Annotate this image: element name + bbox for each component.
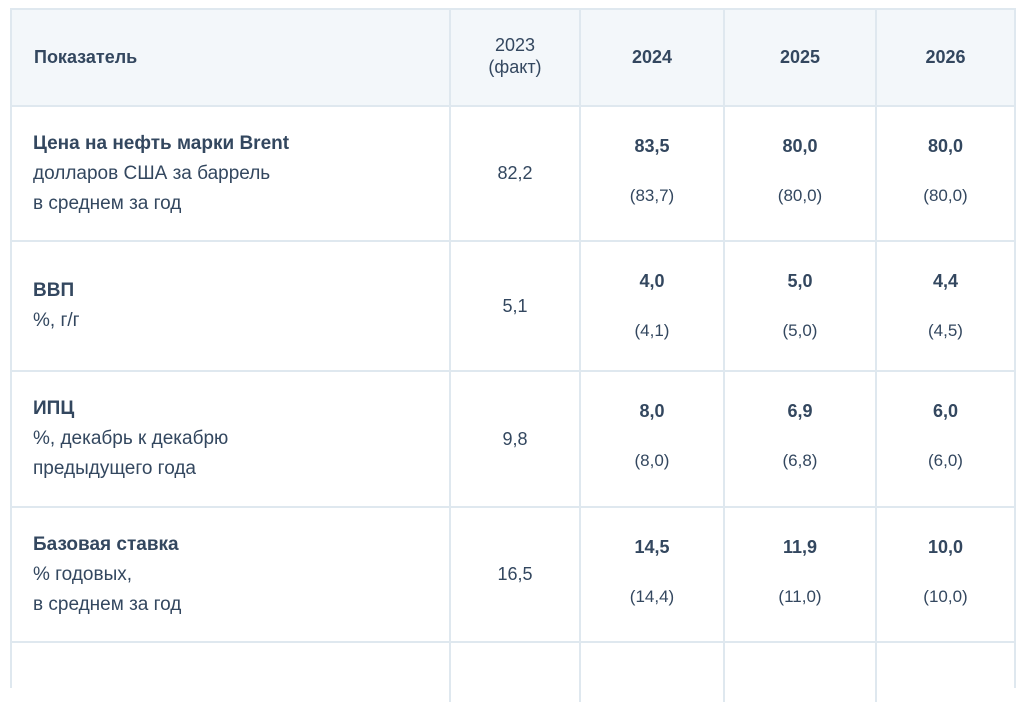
indicator-desc: предыдущего года <box>33 458 196 479</box>
empty-cell <box>12 642 451 702</box>
fact-value: 5,1 <box>450 241 581 371</box>
forecast-value: 83,5 <box>634 136 670 156</box>
indicator-desc: %, г/г <box>33 310 80 331</box>
forecast-value: 80,0 <box>782 136 818 156</box>
empty-cell <box>580 642 725 702</box>
previous-forecast: (4,1) <box>634 321 670 340</box>
forecast-cell-2025: 5,0 (5,0) <box>724 241 877 371</box>
forecast-cell-2025: 80,0 (80,0) <box>724 106 877 241</box>
indicator-desc: в среднем за год <box>33 593 182 615</box>
previous-forecast: (83,7) <box>629 186 675 205</box>
forecast-cell-2026: 80,0 (80,0) <box>876 106 1014 241</box>
forecast-value: 4,4 <box>932 271 959 291</box>
previous-forecast: (11,0) <box>778 587 822 606</box>
forecast-value: 80,0 <box>927 136 964 156</box>
indicator-cell: ВВП %, г/г <box>12 241 451 371</box>
previous-forecast: (10,0) <box>923 587 968 606</box>
header-year-2024: 2024 <box>580 10 725 106</box>
forecast-cell-2026: 10,0 (10,0) <box>876 507 1014 642</box>
forecast-cell-2026: 4,4 (4,5) <box>876 241 1014 371</box>
indicator-name: ВВП <box>33 280 75 301</box>
fact-value: 82,2 <box>450 106 581 241</box>
forecast-value: 4,0 <box>639 271 665 291</box>
empty-cell <box>724 642 877 702</box>
forecast-value: 10,0 <box>927 537 964 557</box>
header-fact-note: (факт) <box>488 56 542 77</box>
previous-forecast: (14,4) <box>629 587 675 606</box>
table-header-row: Показатель 2023 (факт) 2024 2025 2026 <box>12 10 1014 106</box>
forecast-value: 6,0 <box>932 401 959 421</box>
table-row-gdp: ВВП %, г/г 5,1 4,0 (4,1) 5,0 (5,0) 4,4 (… <box>12 241 1014 371</box>
previous-forecast: (80,0) <box>777 186 823 205</box>
indicator-cell: ИПЦ %, декабрь к декабрю предыдущего год… <box>12 371 451 507</box>
forecast-cell-2024: 83,5 (83,7) <box>580 106 725 241</box>
forecast-value: 8,0 <box>639 401 665 421</box>
fact-value: 9,8 <box>450 371 581 507</box>
forecast-cell-2024: 4,0 (4,1) <box>580 241 725 371</box>
indicator-name: ИПЦ <box>33 398 75 419</box>
forecast-value: 14,5 <box>634 537 670 557</box>
forecast-cell-2026: 6,0 (6,0) <box>876 371 1014 507</box>
header-year-2025: 2025 <box>724 10 877 106</box>
forecast-table: Показатель 2023 (факт) 2024 2025 2026 Це… <box>10 8 1016 702</box>
fact-value: 16,5 <box>450 507 581 642</box>
previous-forecast: (4,5) <box>928 321 963 340</box>
header-2023-fact: 2023 (факт) <box>450 10 581 106</box>
indicator-cell: Цена на нефть марки Brent долларов США з… <box>12 106 451 241</box>
forecast-cell-2024: 8,0 (8,0) <box>580 371 725 507</box>
empty-cell <box>450 642 581 702</box>
indicator-name: Базовая ставка <box>33 533 179 555</box>
forecast-cell-2025: 6,9 (6,8) <box>724 371 877 507</box>
previous-forecast: (6,8) <box>782 451 818 470</box>
forecast-cell-2025: 11,9 (11,0) <box>724 507 877 642</box>
previous-forecast: (5,0) <box>782 321 818 340</box>
indicator-cell: Базовая ставка % годовых, в среднем за г… <box>12 507 451 642</box>
indicator-name: Цена на нефть марки Brent <box>33 132 290 154</box>
previous-forecast: (8,0) <box>634 451 670 470</box>
forecast-value: 11,9 <box>782 537 818 557</box>
table-row-truncated <box>12 642 1014 702</box>
table-row-cpi: ИПЦ %, декабрь к декабрю предыдущего год… <box>12 371 1014 507</box>
forecast-value: 6,9 <box>787 401 813 421</box>
previous-forecast: (6,0) <box>928 451 963 470</box>
indicator-desc: %, декабрь к декабрю <box>33 428 229 449</box>
table-row-brent: Цена на нефть марки Brent долларов США з… <box>12 106 1014 241</box>
indicator-desc: в среднем за год <box>33 192 182 214</box>
table-row-key-rate: Базовая ставка % годовых, в среднем за г… <box>12 507 1014 642</box>
indicator-desc: % годовых, <box>33 563 133 585</box>
header-year-2026: 2026 <box>925 47 966 67</box>
forecast-table-grid: Показатель 2023 (факт) 2024 2025 2026 Це… <box>12 10 1014 702</box>
empty-cell <box>876 642 1014 702</box>
indicator-desc: долларов США за баррель <box>33 162 271 184</box>
previous-forecast: (80,0) <box>923 186 968 205</box>
forecast-value: 5,0 <box>787 271 813 291</box>
header-indicator: Показатель <box>12 10 451 106</box>
header-fact-year: 2023 <box>494 34 536 55</box>
forecast-cell-2024: 14,5 (14,4) <box>580 507 725 642</box>
